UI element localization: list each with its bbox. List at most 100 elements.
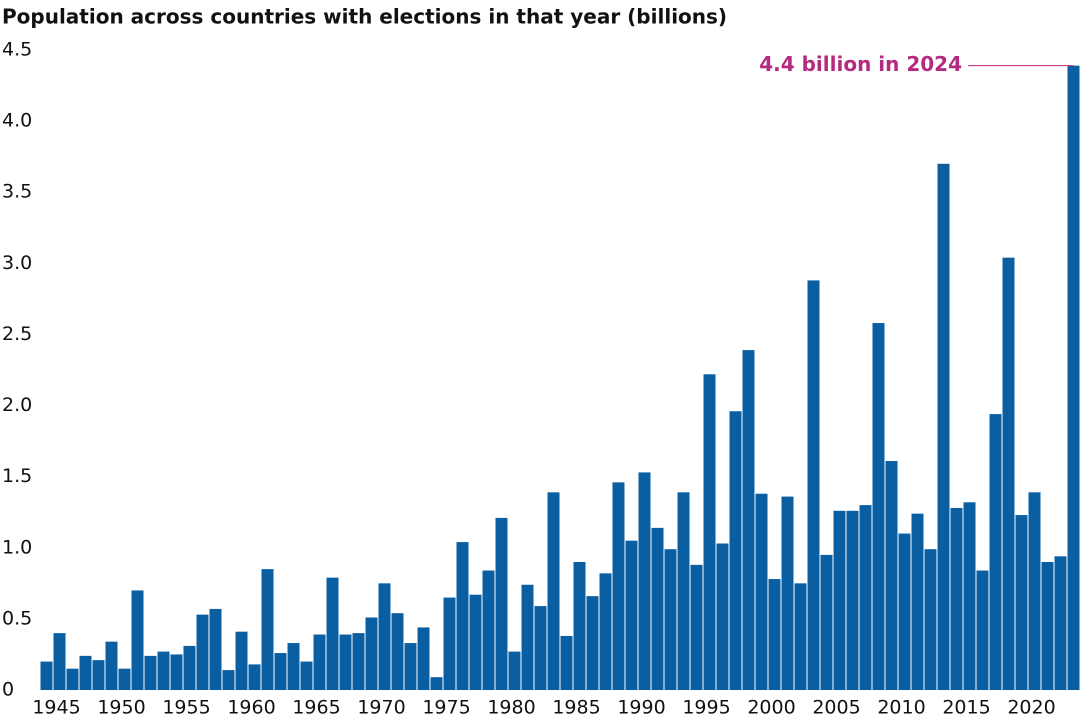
bar: [755, 493, 768, 690]
bar: [872, 323, 885, 690]
bar: [118, 668, 131, 690]
bar: [313, 634, 326, 690]
y-tick-label: 0: [2, 679, 14, 701]
bar: [508, 651, 521, 690]
bar: [300, 661, 313, 690]
bar: [274, 653, 287, 690]
bar: [430, 677, 443, 690]
bar: [40, 661, 53, 690]
bar: [625, 540, 638, 690]
bar: [807, 280, 820, 690]
y-tick-label: 4.5: [2, 39, 32, 61]
bar: [287, 643, 300, 690]
bar: [885, 461, 898, 690]
bar: [53, 633, 66, 690]
bar: [391, 613, 404, 690]
bar: [976, 570, 989, 690]
bar: [352, 633, 365, 690]
bar: [859, 505, 872, 690]
bar: [651, 527, 664, 690]
bar: [820, 554, 833, 690]
bar: [326, 577, 339, 690]
bar: [768, 579, 781, 690]
bar: [456, 542, 469, 690]
bar: [781, 496, 794, 690]
bar: [339, 634, 352, 690]
bar: [1002, 257, 1015, 690]
x-tick-label: 2010: [877, 697, 925, 719]
bar: [365, 617, 378, 690]
x-tick-label: 2020: [1007, 697, 1055, 719]
bar: [1015, 515, 1028, 690]
bar: [92, 660, 105, 690]
bar: [196, 614, 209, 690]
bar: [664, 549, 677, 690]
bar: [963, 502, 976, 690]
bar: [573, 562, 586, 690]
x-tick-label: 2005: [812, 697, 860, 719]
x-tick-label: 1960: [227, 697, 275, 719]
bar: [417, 627, 430, 690]
bar: [716, 543, 729, 690]
bar: [612, 482, 625, 690]
annotation: 4.4 billion in 2024: [759, 52, 962, 76]
y-tick-label: 3.0: [2, 252, 32, 274]
y-tick-label: 1.5: [2, 465, 32, 487]
bar: [261, 569, 274, 690]
bar: [599, 573, 612, 690]
bar: [547, 492, 560, 690]
bar: [469, 594, 482, 690]
bar: [443, 597, 456, 690]
bar: [560, 635, 573, 690]
bar: [521, 584, 534, 690]
bar: [495, 517, 508, 690]
x-tick-label: 1995: [682, 697, 730, 719]
y-tick-label: 4.0: [2, 110, 32, 132]
bar: [1067, 65, 1080, 690]
bar: [482, 570, 495, 690]
bar: [222, 670, 235, 690]
bar: [170, 654, 183, 690]
bar: [950, 507, 963, 690]
y-tick-label: 3.5: [2, 181, 32, 203]
x-tick-label: 2015: [942, 697, 990, 719]
bar: [1041, 562, 1054, 690]
y-tick-label: 1.0: [2, 536, 32, 558]
bar: [638, 472, 651, 690]
bar: [378, 583, 391, 690]
bar: [79, 655, 92, 690]
x-tick-label: 2000: [747, 697, 795, 719]
bar: [105, 641, 118, 690]
bar: [911, 513, 924, 690]
bar: [833, 510, 846, 690]
bar: [183, 645, 196, 690]
bar: [742, 350, 755, 690]
x-tick-label: 1950: [97, 697, 145, 719]
x-tick-label: 1945: [32, 697, 80, 719]
bar: [703, 374, 716, 690]
y-tick-label: 2.5: [2, 323, 32, 345]
x-tick-label: 1965: [292, 697, 340, 719]
x-tick-label: 1990: [617, 697, 665, 719]
bar: [1028, 492, 1041, 690]
bar: [989, 414, 1002, 690]
bar: [131, 590, 144, 690]
bar: [144, 655, 157, 690]
chart-title: Population across countries with electio…: [2, 5, 727, 29]
bar: [248, 664, 261, 690]
bar: [924, 549, 937, 690]
y-tick-label: 2.0: [2, 394, 32, 416]
bar: [794, 583, 807, 690]
bar: [937, 163, 950, 690]
bar: [157, 651, 170, 690]
bar: [404, 643, 417, 690]
bar: [235, 631, 248, 690]
x-tick-label: 1955: [162, 697, 210, 719]
bar: [209, 608, 222, 690]
bar: [690, 564, 703, 690]
x-tick-label: 1985: [552, 697, 600, 719]
x-tick-label: 1970: [357, 697, 405, 719]
bar: [534, 606, 547, 690]
bar: [677, 492, 690, 690]
